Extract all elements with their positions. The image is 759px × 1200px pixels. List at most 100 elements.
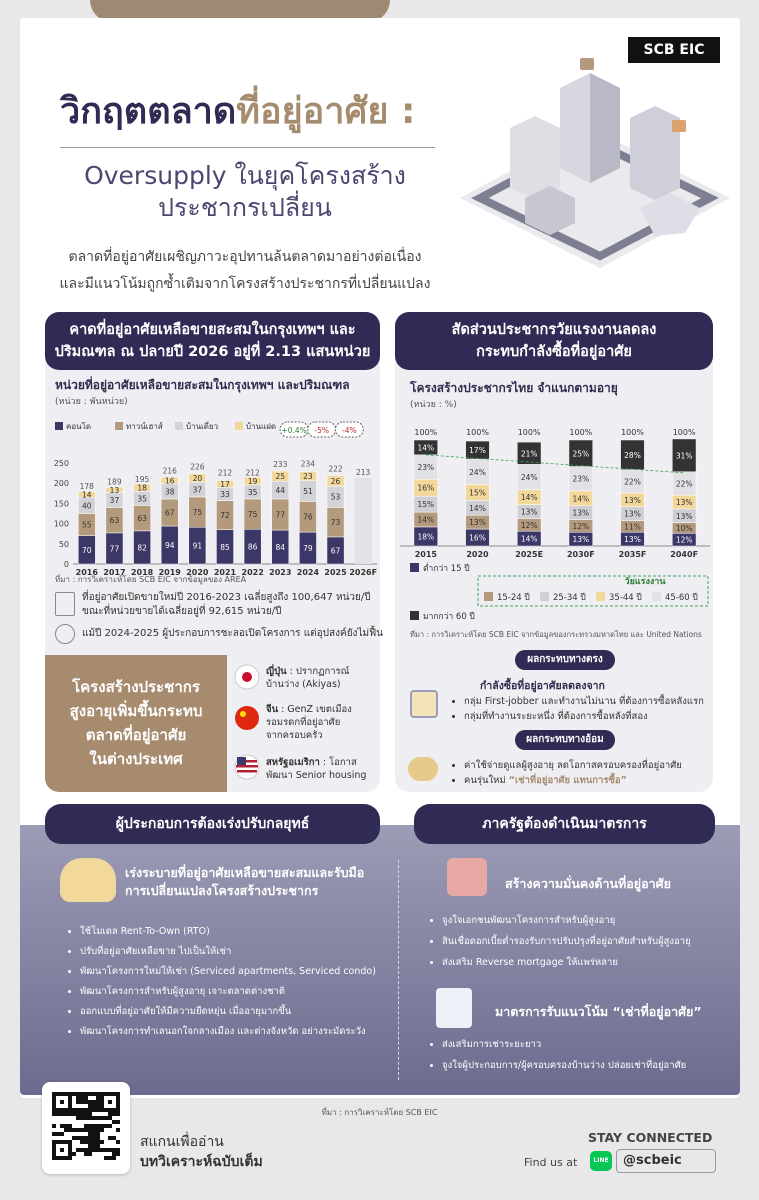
bar-segment xyxy=(413,439,438,456)
data-label: 13 xyxy=(110,486,120,495)
qr-cell xyxy=(52,1100,56,1104)
qr-cell xyxy=(68,1124,72,1128)
bar-segment xyxy=(517,441,542,465)
data-label: 75 xyxy=(193,508,203,517)
qr-cell xyxy=(72,1136,76,1140)
right-heading: สัดส่วนประชากรวัยแรงงานลดลง กระทบกำลังซื… xyxy=(395,312,713,370)
x-tick-label: 2017 xyxy=(103,568,125,577)
x-tick-label: 2016 xyxy=(76,568,99,577)
data-label: 13% xyxy=(572,509,589,518)
qr-cell xyxy=(116,1148,120,1152)
legend-label: 15-24 ปี xyxy=(497,592,530,603)
impact-lead: กำลังซื้อที่อยู่อาศัยลดลงจาก xyxy=(480,680,605,692)
total-label: 100% xyxy=(518,428,541,437)
qr-cell xyxy=(60,1156,64,1160)
qr-cell xyxy=(116,1104,120,1108)
description-line: และมีแนวโน้มถูกซ้ำเติมจากโครงสร้างประชาก… xyxy=(59,276,431,292)
data-label: 67 xyxy=(165,508,175,517)
house-icon xyxy=(447,858,487,896)
hand-icon xyxy=(408,757,438,781)
annotation: +0.4% xyxy=(281,426,306,435)
qr-cell xyxy=(92,1128,96,1132)
qr-cell xyxy=(68,1156,72,1160)
qr-cell xyxy=(76,1096,80,1100)
qr-cell xyxy=(76,1112,80,1116)
qr-cell xyxy=(72,1092,76,1096)
impact-list: ค่าใช้จ่ายดูแลผู้สูงอายุ ลดโอกาสครอบครอง… xyxy=(446,758,682,788)
qr-cell xyxy=(96,1132,100,1136)
data-label: 35 xyxy=(137,494,147,503)
qr-cell xyxy=(116,1112,120,1116)
aging-box: โครงสร้างประชากร สูงอายุเพิ่มขึ้นกระทบ ต… xyxy=(45,655,227,792)
x-tick-label: 2030F xyxy=(567,550,595,559)
qr-cell xyxy=(84,1092,88,1096)
x-tick-label: 2026F xyxy=(349,568,377,577)
qr-cell xyxy=(52,1124,56,1128)
qr-cell xyxy=(88,1136,92,1140)
action-list: จูงใจเอกชนพัฒนาโครงการสำหรับผู้สูงอายุ ส… xyxy=(424,910,691,973)
bar-segment xyxy=(326,475,345,487)
data-label: 14% xyxy=(417,443,434,452)
qr-cell xyxy=(80,1140,84,1144)
qr-cell xyxy=(104,1148,108,1152)
scan-text: สแกนเพื่ออ่าน บทวิเคราะห์ฉบับเต็ม xyxy=(140,1132,263,1172)
qr-cell xyxy=(52,1112,56,1116)
legend-label: 45-60 ปี xyxy=(665,592,698,603)
qr-cell xyxy=(64,1108,68,1112)
y-tick-label: 0 xyxy=(64,560,69,569)
line-handle[interactable]: @scbeic xyxy=(616,1149,716,1173)
legend-label: 25-34 ปี xyxy=(553,592,586,603)
y-tick-label: 250 xyxy=(54,459,69,468)
data-label: 14% xyxy=(572,494,589,503)
data-label: 85 xyxy=(220,543,230,552)
data-label: 55 xyxy=(82,521,92,530)
data-label: 63 xyxy=(137,514,147,523)
country-name: ญี่ปุ่น xyxy=(266,666,287,677)
data-label: 21% xyxy=(521,449,538,458)
qr-cell xyxy=(116,1100,120,1104)
data-label: 13% xyxy=(676,498,693,507)
qr-cell xyxy=(88,1116,92,1120)
find-us: Find us at xyxy=(524,1156,578,1169)
qr-cell xyxy=(112,1112,116,1116)
data-label: 15% xyxy=(417,500,434,509)
qr-cell xyxy=(96,1144,100,1148)
data-label: 94 xyxy=(165,541,175,550)
qr-cell xyxy=(108,1100,112,1104)
qr-cell xyxy=(64,1124,68,1128)
qr-cell xyxy=(56,1108,60,1112)
data-label: 12% xyxy=(521,521,538,530)
bar-segment xyxy=(105,486,124,493)
qr-cell xyxy=(84,1112,88,1116)
legend-label: ต่ำกว่า 15 ปี xyxy=(423,562,470,574)
qr-cell xyxy=(104,1116,108,1120)
action-item: จูงใจผู้ประกอบการ/ผู้ครอบครองบ้านว่าง ปล… xyxy=(442,1055,686,1076)
total-label: 234 xyxy=(301,459,316,468)
data-label: 82 xyxy=(137,543,147,552)
flags xyxy=(234,664,260,780)
qr-cell xyxy=(92,1132,96,1136)
x-tick-label: 2023 xyxy=(269,568,291,577)
qr-cell xyxy=(108,1148,112,1152)
qr-cell xyxy=(92,1140,96,1144)
action-item: ใช้โมเดล Rent-To-Own (RTO) xyxy=(80,922,376,942)
data-label: 24% xyxy=(469,468,486,477)
qr-cell xyxy=(88,1100,92,1104)
scan-line: สแกนเพื่ออ่าน xyxy=(140,1134,224,1150)
qr-cell xyxy=(80,1116,84,1120)
qr-cell xyxy=(76,1100,80,1104)
data-label: 18 xyxy=(137,484,147,493)
data-label: 91 xyxy=(193,542,203,551)
total-label: 100% xyxy=(673,428,696,437)
qr-cell xyxy=(68,1128,72,1132)
annotation: -5% xyxy=(314,426,329,435)
legend-label: มากกว่า 60 ปี xyxy=(423,611,475,622)
qr-cell xyxy=(96,1100,100,1104)
qr-cell xyxy=(92,1116,96,1120)
legend-label: 35-44 ปี xyxy=(609,592,642,603)
qr-cell xyxy=(84,1140,88,1144)
legend-swatch xyxy=(484,592,493,601)
title: วิกฤตตลาดที่อยู่อาศัย : xyxy=(60,82,415,139)
data-label: 19 xyxy=(248,477,258,486)
qr-cell xyxy=(116,1128,120,1132)
